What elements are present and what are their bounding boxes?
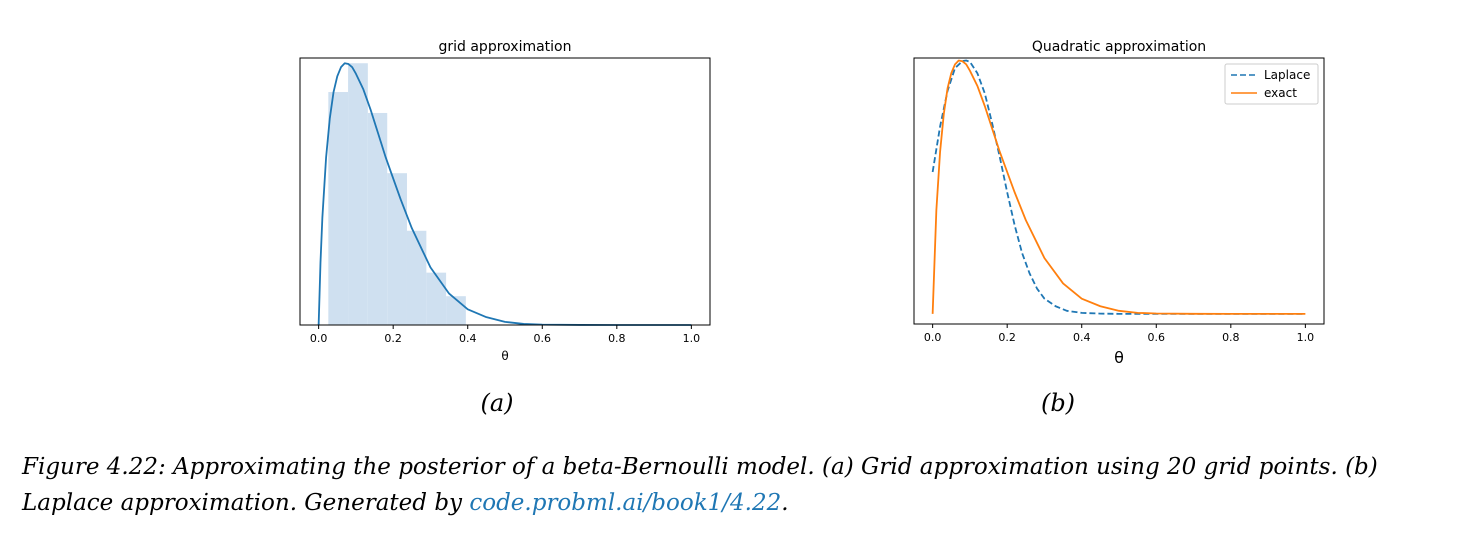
panel-a-tick-label: 0.4 bbox=[459, 332, 477, 345]
posterior-curve bbox=[317, 62, 692, 326]
panel-a-tick-label: 1.0 bbox=[683, 332, 701, 345]
histogram-bar bbox=[328, 92, 349, 325]
panel-b-xlabel: θ bbox=[1114, 348, 1124, 367]
legend-laplace-label: Laplace bbox=[1264, 68, 1310, 82]
panel-a-axes-frame bbox=[299, 57, 711, 326]
panel-a-histogram bbox=[328, 63, 466, 326]
panel-b-lines bbox=[931, 59, 1306, 315]
series-line-laplace bbox=[931, 59, 1306, 315]
legend-box bbox=[1224, 63, 1319, 105]
panel-b-legend: Laplace exact bbox=[1224, 63, 1319, 105]
caption-text: Figure 4.22: Approximating the posterior… bbox=[22, 454, 1378, 516]
histogram-bar bbox=[426, 272, 447, 325]
histogram-bar bbox=[387, 173, 407, 325]
series-line-exact bbox=[931, 59, 1306, 315]
histogram-bar bbox=[367, 112, 388, 326]
panel-a: grid approximation 0.0 0.2 0.4 0.6 0.8 1.0 θ … bbox=[299, 39, 711, 417]
panel-b-tick-label: 0.0 bbox=[924, 331, 942, 344]
panel-b: Quadratic approximation 0.0 0.2 0.4 0.6 0.8 1… bbox=[913, 39, 1325, 417]
panel-a-x-ticks: 0.0 0.2 0.4 0.6 0.8 1.0 bbox=[310, 325, 700, 345]
caption-link[interactable]: code.probml.ai/book1/4.22 bbox=[469, 490, 782, 516]
histogram-bar bbox=[406, 230, 427, 325]
figure: grid approximation 0.0 0.2 0.4 0.6 0.8 1.0 θ … bbox=[299, 39, 1325, 417]
panel-b-tick-label: 0.2 bbox=[998, 331, 1016, 344]
panel-b-axes-frame bbox=[913, 57, 1325, 325]
panel-b-tick-label: 1.0 bbox=[1297, 331, 1315, 344]
histogram-bar bbox=[348, 63, 368, 326]
panel-b-sublabel: (b) bbox=[1041, 389, 1075, 417]
panel-a-tick-label: 0.2 bbox=[384, 332, 402, 345]
figure-caption: Figure 4.22: Approximating the posterior… bbox=[22, 449, 1437, 521]
panel-a-title: grid approximation bbox=[438, 39, 571, 55]
panel-a-sublabel: (a) bbox=[480, 389, 513, 417]
caption-suffix: . bbox=[781, 490, 789, 516]
panel-b-tick-label: 0.6 bbox=[1148, 331, 1166, 344]
panel-a-xlabel: θ bbox=[501, 349, 508, 363]
panel-b-tick-label: 0.4 bbox=[1073, 331, 1091, 344]
legend-exact-label: exact bbox=[1264, 86, 1297, 100]
panel-b-tick-label: 0.8 bbox=[1222, 331, 1240, 344]
panel-a-curve-group bbox=[317, 62, 692, 326]
panel-b-title: Quadratic approximation bbox=[1032, 39, 1206, 55]
panel-a-tick-label: 0.8 bbox=[608, 332, 626, 345]
panel-a-tick-label: 0.0 bbox=[310, 332, 328, 345]
panel-a-tick-label: 0.6 bbox=[534, 332, 552, 345]
panel-b-x-ticks: 0.0 0.2 0.4 0.6 0.8 1.0 bbox=[924, 324, 1314, 344]
